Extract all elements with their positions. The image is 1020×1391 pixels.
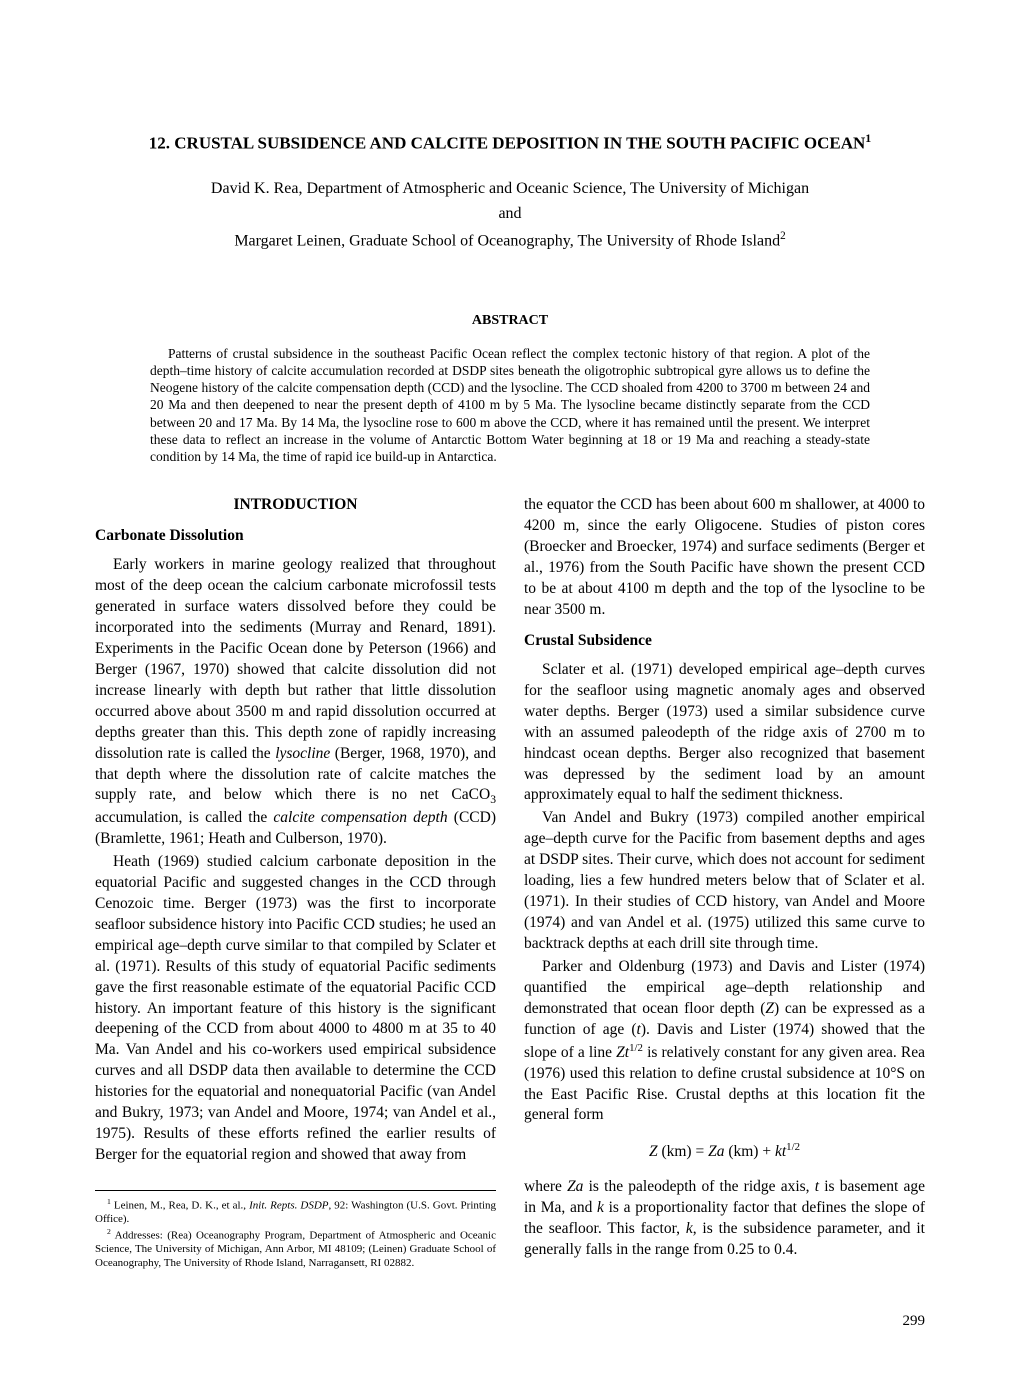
introduction-heading: INTRODUCTION — [95, 495, 496, 516]
right-para-1: the equator the CCD has been about 600 m… — [524, 495, 925, 621]
author-line-1: David K. Rea, Department of Atmospheric … — [95, 178, 925, 200]
paper-title: 12. CRUSTAL SUBSIDENCE AND CALCITE DEPOS… — [95, 130, 925, 156]
crustal-subheading: Crustal Subsidence — [524, 631, 925, 652]
left-para-1: Early workers in marine geology realized… — [95, 555, 496, 850]
equation: Z (km) = Za (km) + kt1/2 — [524, 1140, 925, 1163]
carbonate-subheading: Carbonate Dissolution — [95, 526, 496, 547]
footnotes: 1 Leinen, M., Rea, D. K., et al., Init. … — [95, 1190, 496, 1271]
right-para-4: Parker and Oldenburg (1973) and Davis an… — [524, 957, 925, 1127]
footnote-2: 2 Addresses: (Rea) Oceanography Program,… — [95, 1227, 496, 1271]
author-and: and — [95, 203, 925, 225]
right-para-3: Van Andel and Bukry (1973) compiled anot… — [524, 808, 925, 954]
left-para-2: Heath (1969) studied calcium carbonate d… — [95, 852, 496, 1166]
abstract-heading: ABSTRACT — [95, 312, 925, 331]
right-para-2: Sclater et al. (1971) developed empirica… — [524, 660, 925, 806]
abstract-body: Patterns of crustal subsidence in the so… — [150, 345, 870, 466]
right-para-5: where Za is the paleodepth of the ridge … — [524, 1177, 925, 1261]
author-line-2: Margaret Leinen, Graduate School of Ocea… — [95, 229, 925, 252]
right-column: the equator the CCD has been about 600 m… — [524, 495, 925, 1271]
two-column-body: INTRODUCTION Carbonate Dissolution Early… — [95, 495, 925, 1271]
left-column: INTRODUCTION Carbonate Dissolution Early… — [95, 495, 496, 1271]
footnote-1: 1 Leinen, M., Rea, D. K., et al., Init. … — [95, 1197, 496, 1227]
page-number: 299 — [95, 1311, 925, 1331]
